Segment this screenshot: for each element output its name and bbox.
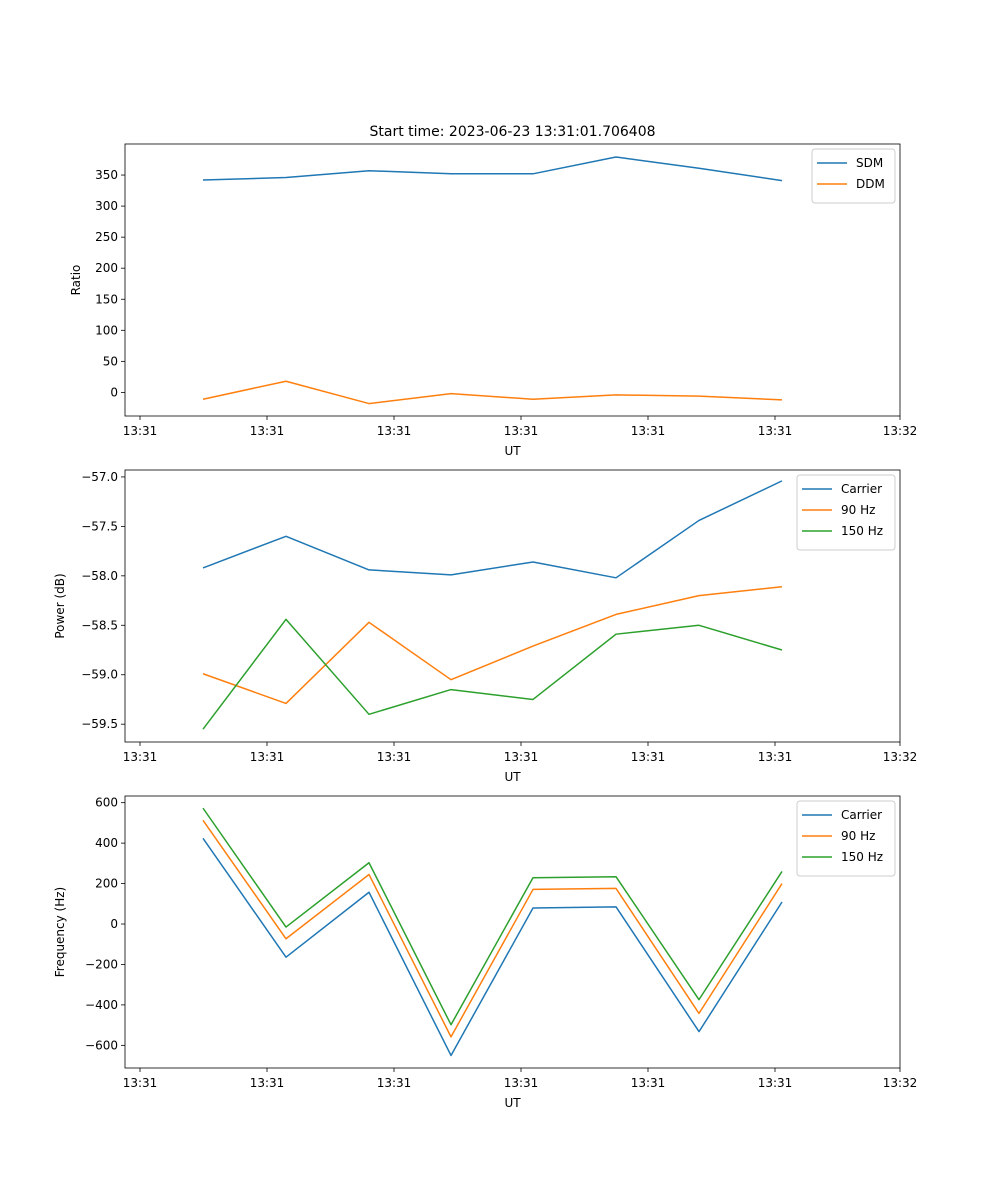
x-tick-label: 13:31	[123, 750, 158, 764]
x-tick-label: 13:31	[504, 424, 539, 438]
series-line-90-hz	[202, 585, 783, 705]
y-tick-label: −58.0	[81, 569, 118, 583]
legend-entry: SDM	[856, 156, 883, 170]
axes-frame	[124, 469, 901, 743]
legend: Carrier 90 Hz 150 Hz	[796, 474, 896, 551]
y-tick-label: −58.5	[81, 618, 118, 632]
legend-entry: 150 Hz	[841, 850, 883, 864]
y-tick-label: 0	[110, 385, 118, 399]
series-line-ddm	[202, 380, 783, 405]
x-tick-label: 13:31	[250, 424, 285, 438]
x-tick-label: 13:32	[883, 1076, 918, 1090]
y-tick-label: 150	[95, 292, 118, 306]
y-axis-label: Power (dB)	[53, 573, 67, 638]
y-tick-label: −57.0	[81, 470, 118, 484]
y-tick-label: 0	[110, 917, 118, 931]
x-tick-label: 13:31	[631, 424, 666, 438]
x-tick-label: 13:31	[504, 750, 539, 764]
x-tick-label: 13:31	[250, 1076, 285, 1090]
legend: Carrier 90 Hz 150 Hz	[796, 800, 896, 877]
y-tick-label: 350	[95, 168, 118, 182]
legend-entry: 90 Hz	[841, 829, 875, 843]
x-tick-label: 13:31	[631, 750, 666, 764]
x-tick-label: 13:31	[504, 1076, 539, 1090]
series-line-carrier	[202, 480, 783, 579]
y-tick-label: −57.5	[81, 519, 118, 533]
y-tick-label: 300	[95, 199, 118, 213]
x-axis-label: UT	[504, 770, 521, 784]
series-line-sdm	[202, 156, 783, 182]
x-axis-label: UT	[504, 444, 521, 458]
chart-panel-1: Start time: 2023-06-23 13:31:01.706408 13…	[69, 124, 917, 458]
x-tick-label: 13:32	[883, 424, 918, 438]
y-tick-label: −59.0	[81, 668, 118, 682]
y-tick-label: 400	[95, 836, 118, 850]
x-tick-label: 13:31	[758, 750, 793, 764]
x-axis-label: UT	[504, 1096, 521, 1110]
x-tick-label: 13:31	[377, 750, 412, 764]
legend-entry: Carrier	[841, 808, 882, 822]
x-tick-label: 13:31	[123, 1076, 158, 1090]
series-line-150-hz	[202, 618, 783, 730]
y-axis-label: Ratio	[69, 265, 83, 296]
y-tick-label: −600	[85, 1038, 118, 1052]
y-tick-label: 50	[103, 354, 118, 368]
y-tick-label: −400	[85, 998, 118, 1012]
y-tick-label: 600	[95, 796, 118, 810]
x-tick-label: 13:31	[758, 1076, 793, 1090]
y-axis-label: Frequency (Hz)	[53, 887, 67, 978]
x-tick-label: 13:31	[758, 424, 793, 438]
axes-frame	[124, 795, 901, 1069]
y-tick-label: 100	[95, 323, 118, 337]
x-tick-label: 13:31	[377, 424, 412, 438]
legend-entry: DDM	[856, 177, 885, 191]
series-line-90-hz	[202, 819, 783, 1038]
chart-panel-2: 13:31 13:31 13:31 13:31 13:31 13:31 13:32 −59.5…	[53, 469, 918, 784]
x-tick-label: 13:31	[377, 1076, 412, 1090]
y-tick-label: −200	[85, 957, 118, 971]
series-line-carrier	[202, 837, 783, 1057]
series-line-150-hz	[202, 807, 783, 1026]
chart-panel-3: 13:31 13:31 13:31 13:31 13:31 13:31 13:32 −600 −…	[53, 795, 918, 1110]
y-tick-label: −59.5	[81, 717, 118, 731]
x-tick-label: 13:31	[250, 750, 285, 764]
axes-frame	[124, 143, 901, 417]
x-tick-label: 13:32	[883, 750, 918, 764]
x-tick-label: 13:31	[631, 1076, 666, 1090]
legend: SDM DDM	[811, 148, 896, 204]
chart-title: Start time: 2023-06-23 13:31:01.706408	[369, 124, 655, 140]
y-tick-label: 200	[95, 877, 118, 891]
x-tick-label: 13:31	[123, 424, 158, 438]
y-tick-label: 200	[95, 261, 118, 275]
legend-entry: Carrier	[841, 482, 882, 496]
legend-entry: 90 Hz	[841, 503, 875, 517]
y-tick-label: 250	[95, 230, 118, 244]
legend-entry: 150 Hz	[841, 524, 883, 538]
